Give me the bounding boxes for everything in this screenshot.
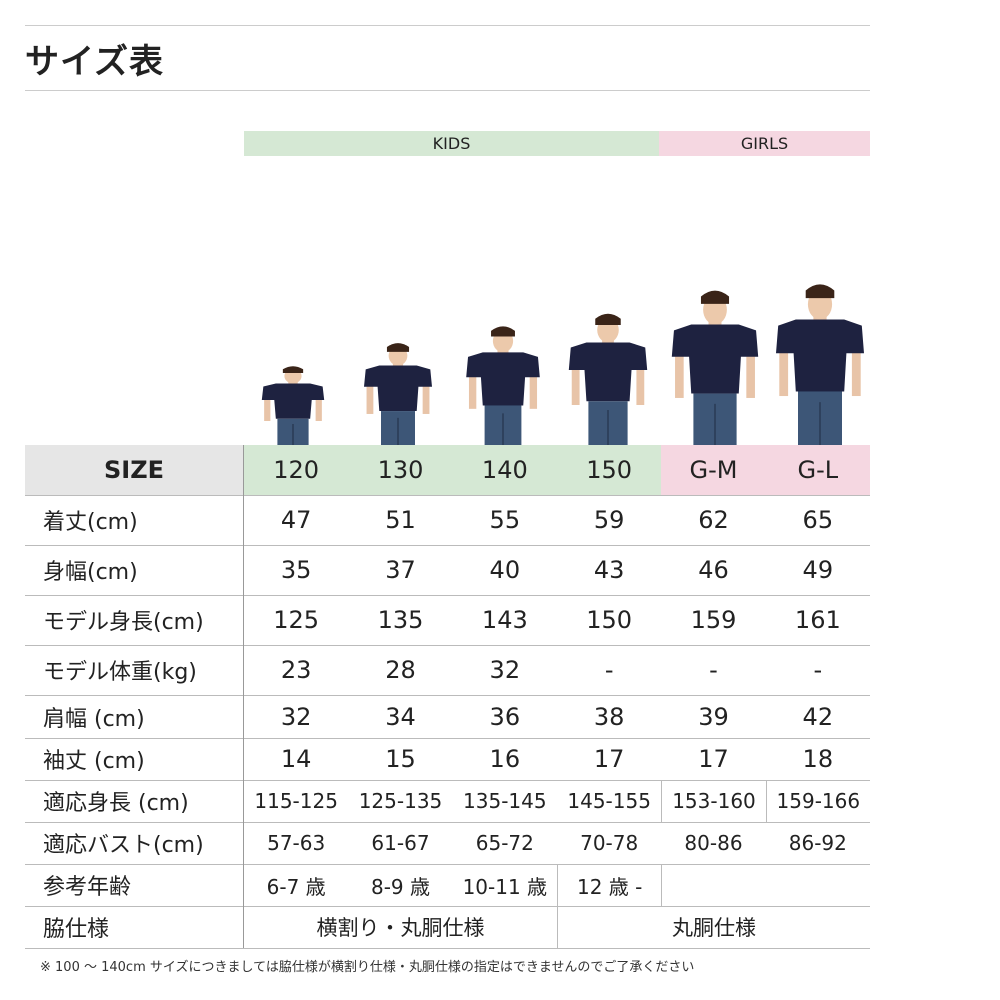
value-cell: 51 — [385, 506, 416, 534]
row-label: モデル体重(kg) — [25, 645, 244, 695]
row-label: 適応身長 (cm) — [25, 780, 244, 822]
girls-group-label: GIRLS — [659, 131, 870, 156]
value-cell: 10-11 歳 — [462, 874, 548, 899]
value-cell: 28 — [385, 656, 416, 684]
value-cell: 34 — [385, 702, 416, 731]
value-cell: 42 — [802, 702, 834, 731]
side-row: 脇仕様 横割り・丸胴仕様 丸胴仕様 — [25, 906, 870, 949]
value-cell: 17 — [593, 745, 625, 773]
model-figure — [671, 290, 759, 445]
model-photos — [261, 284, 864, 445]
value-cell: 150 — [586, 606, 633, 634]
value-cell: 125 — [273, 606, 320, 634]
value-cell: 32 — [489, 656, 521, 684]
value-cell: 65 — [802, 506, 834, 534]
value-cell: - — [709, 656, 718, 684]
value-cell: 145-155 — [567, 789, 651, 813]
value-cell: 135 — [377, 606, 424, 634]
value-cell: - — [813, 656, 823, 684]
title-rule — [25, 90, 870, 91]
value-cell: 65-72 — [475, 831, 534, 855]
model-figure — [568, 313, 648, 445]
value-cell: 8-9 歳 — [370, 874, 430, 899]
row-label: 肩幅 (cm) — [25, 695, 244, 738]
value-cell: 38 — [593, 702, 625, 731]
row-label: 着丈(cm) — [25, 495, 244, 545]
size-header-label: SIZE — [25, 445, 244, 495]
value-cell: 135-145 — [463, 789, 547, 813]
row-label: 適応バスト(cm) — [25, 822, 244, 864]
value-cell: 32 — [280, 702, 312, 731]
model-figure — [776, 284, 864, 445]
value-cell: 36 — [489, 702, 521, 731]
value-cell: 55 — [489, 506, 521, 534]
girls-side-cell: 丸胴仕様 — [557, 906, 870, 948]
value-cell: 47 — [280, 506, 312, 534]
table-row: 着丈(cm) 47 51 55 59 62 65 — [25, 495, 870, 546]
value-cell: 159 — [690, 606, 737, 634]
value-cell: - — [604, 656, 614, 684]
value-cell: 40 — [489, 556, 521, 584]
age-row: 参考年齢 6-7 歳 8-9 歳 10-11 歳 12 歳 - — [25, 864, 870, 907]
row-label: 身幅(cm) — [25, 545, 244, 595]
size-cell: 150 — [557, 445, 662, 495]
empty-cell — [661, 864, 870, 906]
footnote: ※ 100 〜 140cm サイズにつきましては脇仕様が横割り仕様・丸胴仕様の指… — [40, 960, 695, 975]
kids-group-label: KIDS — [244, 131, 659, 156]
table-row: 袖丈 (cm) 14 15 16 17 17 18 — [25, 738, 870, 781]
value-cell: 43 — [593, 556, 625, 584]
size-cell: G-M — [661, 445, 766, 495]
model-figure — [466, 326, 540, 445]
page-title: サイズ表 — [25, 42, 164, 82]
size-cell: 120 — [244, 445, 349, 495]
value-cell: 86-92 — [788, 831, 847, 855]
row-label: 脇仕様 — [25, 906, 244, 948]
row-label: 参考年齢 — [25, 864, 244, 906]
value-cell: 12 歳 - — [557, 864, 661, 906]
value-cell: 161 — [794, 606, 841, 634]
value-cell: 62 — [698, 506, 729, 534]
table-row: 適応バスト(cm) 57-63 61-67 65-72 70-78 80-86 86-92 — [25, 822, 870, 865]
table-row: モデル体重(kg) 23 28 32 - - - — [25, 645, 870, 696]
value-cell: 46 — [698, 556, 729, 584]
row-label: モデル身長(cm) — [25, 595, 244, 645]
value-cell: 35 — [280, 556, 312, 584]
value-cell: 59 — [593, 506, 625, 534]
value-cell: 6-7 歳 — [266, 874, 326, 899]
top-rule — [25, 25, 870, 26]
value-cell: 18 — [802, 745, 834, 773]
model-figure — [261, 366, 325, 445]
value-cell: 70-78 — [580, 831, 639, 855]
value-cell: 37 — [385, 556, 416, 584]
model-figure — [364, 343, 432, 445]
value-cell: 159-166 — [765, 780, 870, 822]
value-cell: 17 — [698, 745, 729, 773]
value-cell: 80-86 — [684, 831, 743, 855]
value-cell: 14 — [280, 745, 312, 773]
value-cell: 143 — [481, 606, 528, 634]
value-cell: 57-63 — [267, 831, 326, 855]
size-cell: 140 — [452, 445, 557, 495]
value-cell: 49 — [802, 556, 834, 584]
value-cell: 23 — [280, 656, 312, 684]
value-cell: 153-160 — [661, 780, 765, 822]
value-cell: 125-135 — [358, 789, 443, 813]
table-row: 肩幅 (cm) 32 34 36 38 39 42 — [25, 695, 870, 739]
value-cell: 39 — [698, 702, 729, 731]
table-row: モデル身長(cm) 125 135 143 150 159 161 — [25, 595, 870, 646]
table-row: 身幅(cm) 35 37 40 43 46 49 — [25, 545, 870, 596]
row-label: 袖丈 (cm) — [25, 738, 244, 780]
value-cell: 61-67 — [371, 831, 430, 855]
kids-side-cell: 横割り・丸胴仕様 — [316, 916, 485, 940]
value-cell: 115-125 — [254, 789, 338, 813]
size-cell: G-L — [765, 445, 870, 495]
size-header-row: SIZE 120 130 140 150 G-M G-L — [25, 445, 870, 496]
value-cell: 16 — [489, 745, 521, 773]
value-cell: 15 — [385, 745, 416, 773]
size-cell: 130 — [348, 445, 453, 495]
table-row: 適応身長 (cm) 115-125 125-135 135-145 145-155 153… — [25, 780, 870, 823]
